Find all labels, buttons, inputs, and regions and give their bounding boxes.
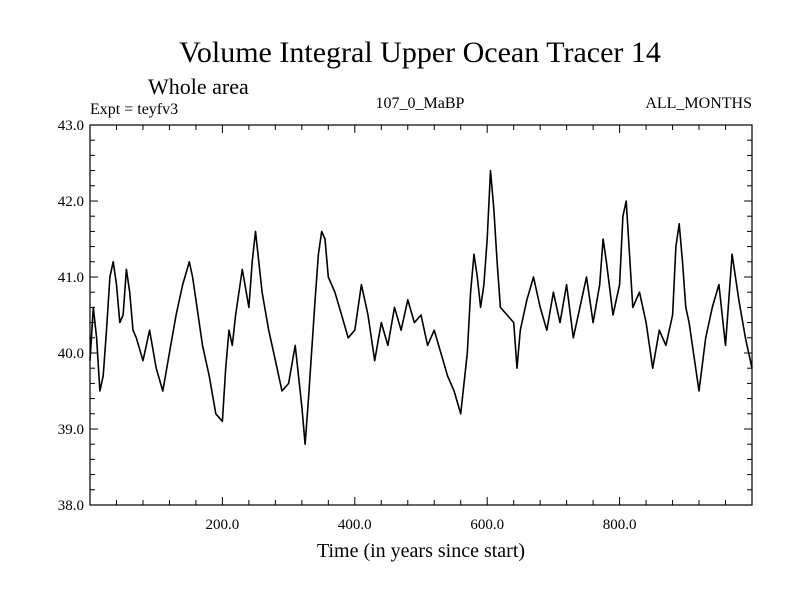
y-tick-label: 40.0 <box>58 346 84 362</box>
series-line-0 <box>89 169 753 446</box>
axis-tick-labels: 200.0 400.0 600.0 800.0 38.0 39.0 40.0 41.0 42.0… <box>58 118 637 533</box>
x-tick-label: 600.0 <box>470 517 504 533</box>
series-layer <box>89 169 753 446</box>
experiment-label: Expt = teyfv3 <box>90 101 178 118</box>
y-tick-label: 42.0 <box>58 194 84 210</box>
right-label: ALL_MONTHS <box>645 95 752 112</box>
x-axis-label: Time (in years since start) <box>317 540 525 562</box>
y-tick-label: 39.0 <box>58 422 84 438</box>
center-label: 107_0_MaBP <box>376 95 465 112</box>
chart-title: Volume Integral Upper Ocean Tracer 14 <box>179 36 661 69</box>
chart-subtitle: Whole area <box>148 74 249 99</box>
y-tick-label: 41.0 <box>58 270 84 286</box>
y-tick-label: 38.0 <box>58 498 84 514</box>
axis-ticks <box>90 125 752 505</box>
plot-frame <box>89 124 753 506</box>
y-tick-label: 43.0 <box>58 118 84 134</box>
x-tick-label: 400.0 <box>338 517 372 533</box>
x-tick-label: 800.0 <box>603 517 637 533</box>
x-tick-label: 200.0 <box>206 517 240 533</box>
